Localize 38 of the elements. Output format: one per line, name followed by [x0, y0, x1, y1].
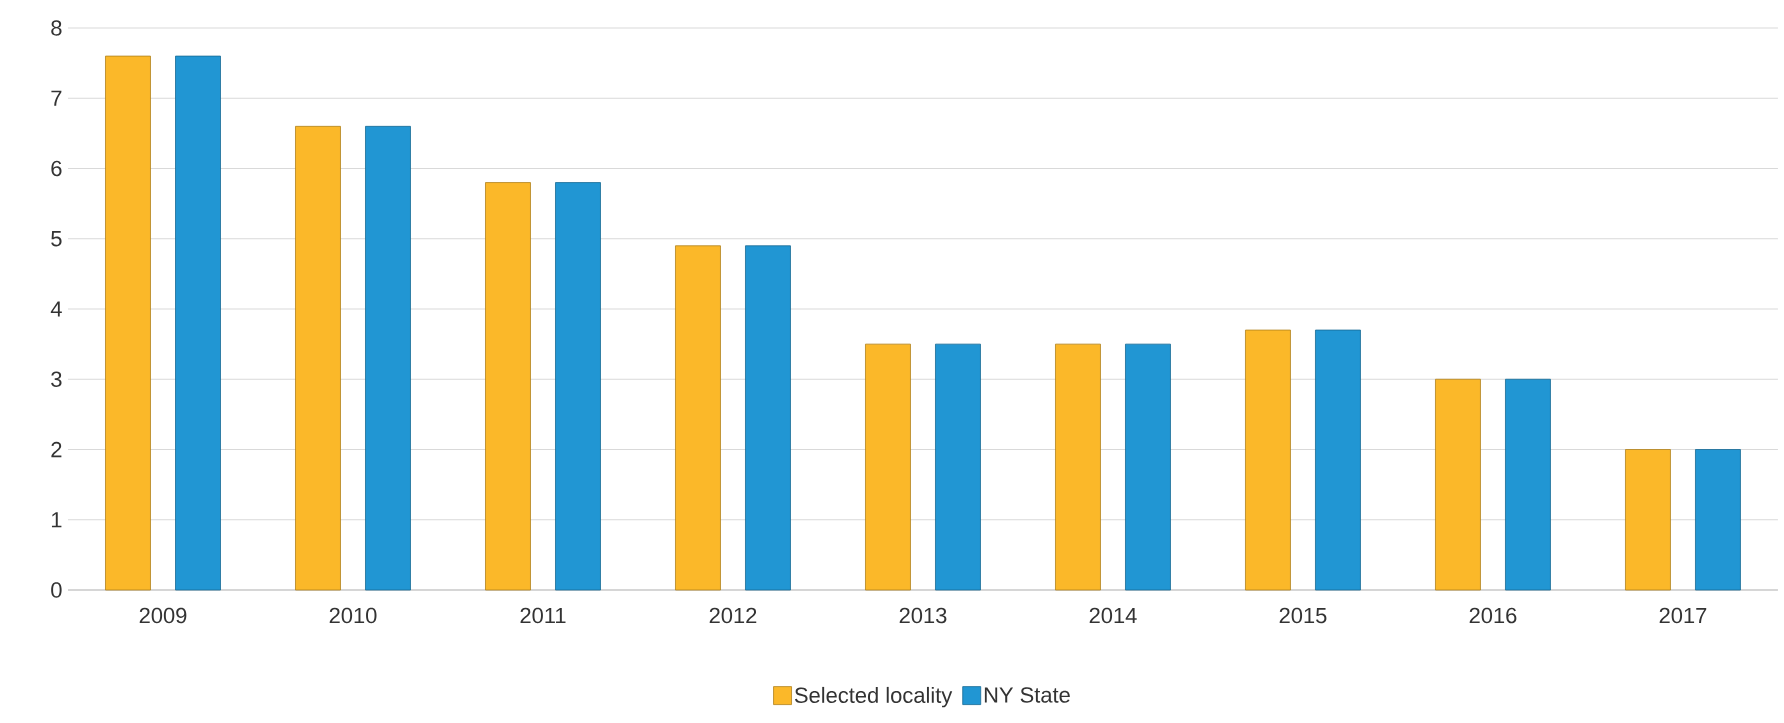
- bar: [935, 343, 981, 591]
- bar: [1435, 378, 1481, 591]
- bar: [365, 125, 411, 591]
- bar: [1245, 329, 1291, 591]
- bar: [105, 55, 151, 591]
- bar: [555, 182, 601, 591]
- bar: [1125, 343, 1171, 591]
- bar: [865, 343, 911, 591]
- x-tick-label: 2013: [899, 607, 947, 624]
- x-tick-label: 2009: [139, 607, 187, 624]
- y-tick-label: 0: [51, 582, 62, 598]
- y-tick-label: 4: [50, 301, 62, 317]
- bar: [1625, 449, 1671, 591]
- x-tick-label: 2010: [329, 607, 377, 624]
- y-tick-label: 7: [51, 90, 62, 106]
- x-tick-label: 2014: [1089, 607, 1137, 624]
- y-tick-label: 5: [51, 231, 62, 247]
- bar: [1055, 343, 1101, 591]
- y-tick-label: 1: [51, 512, 62, 528]
- legend-label: Selected locality: [794, 686, 953, 708]
- legend-label: NY State: [984, 687, 1070, 703]
- bar: [1505, 378, 1551, 591]
- x-tick-label: 2011: [520, 607, 566, 624]
- bar: [1695, 449, 1741, 591]
- bar: [745, 245, 791, 591]
- y-tick-label: 6: [51, 160, 62, 177]
- bar: [485, 182, 531, 591]
- y-tick-label: 3: [51, 371, 62, 388]
- x-tick-label: 2017: [1659, 607, 1707, 624]
- y-tick-label: 2: [51, 441, 62, 458]
- x-tick-label: 2012: [709, 607, 757, 624]
- x-tick-label: 2016: [1469, 607, 1517, 624]
- y-tick-label: 8: [51, 20, 62, 36]
- bar: [1315, 329, 1361, 591]
- bar: [295, 125, 341, 591]
- x-tick-label: 2015: [1279, 607, 1327, 624]
- bar: [675, 245, 721, 591]
- bar: [175, 55, 221, 591]
